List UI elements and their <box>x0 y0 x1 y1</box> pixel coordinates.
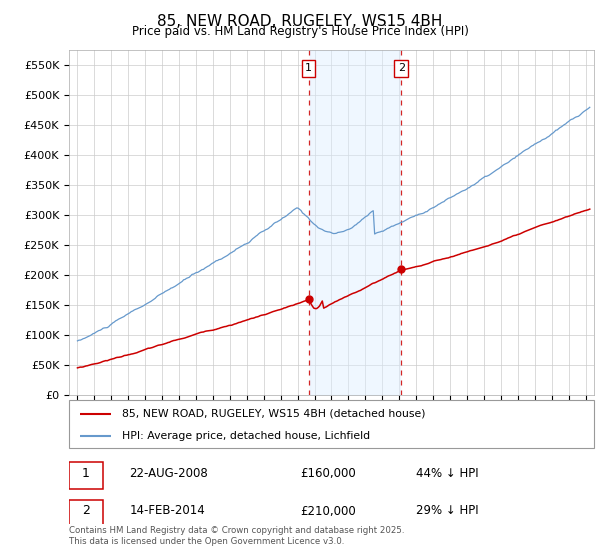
Text: 2: 2 <box>398 63 405 73</box>
Text: HPI: Average price, detached house, Lichfield: HPI: Average price, detached house, Lich… <box>121 431 370 441</box>
Text: 29% ↓ HPI: 29% ↓ HPI <box>415 505 478 517</box>
FancyBboxPatch shape <box>69 400 594 448</box>
Text: 2: 2 <box>82 505 90 517</box>
Text: 85, NEW ROAD, RUGELEY, WS15 4BH: 85, NEW ROAD, RUGELEY, WS15 4BH <box>157 14 443 29</box>
Text: 1: 1 <box>305 63 312 73</box>
Text: £160,000: £160,000 <box>300 466 356 480</box>
Text: 85, NEW ROAD, RUGELEY, WS15 4BH (detached house): 85, NEW ROAD, RUGELEY, WS15 4BH (detache… <box>121 409 425 419</box>
Text: Price paid vs. HM Land Registry's House Price Index (HPI): Price paid vs. HM Land Registry's House … <box>131 25 469 38</box>
FancyBboxPatch shape <box>69 462 103 488</box>
Text: 22-AUG-2008: 22-AUG-2008 <box>130 466 208 480</box>
Text: 14-FEB-2014: 14-FEB-2014 <box>130 505 205 517</box>
Text: 44% ↓ HPI: 44% ↓ HPI <box>415 466 478 480</box>
Text: Contains HM Land Registry data © Crown copyright and database right 2025.
This d: Contains HM Land Registry data © Crown c… <box>69 526 404 546</box>
FancyBboxPatch shape <box>69 500 103 526</box>
Text: 1: 1 <box>82 466 90 480</box>
Text: £210,000: £210,000 <box>300 505 356 517</box>
